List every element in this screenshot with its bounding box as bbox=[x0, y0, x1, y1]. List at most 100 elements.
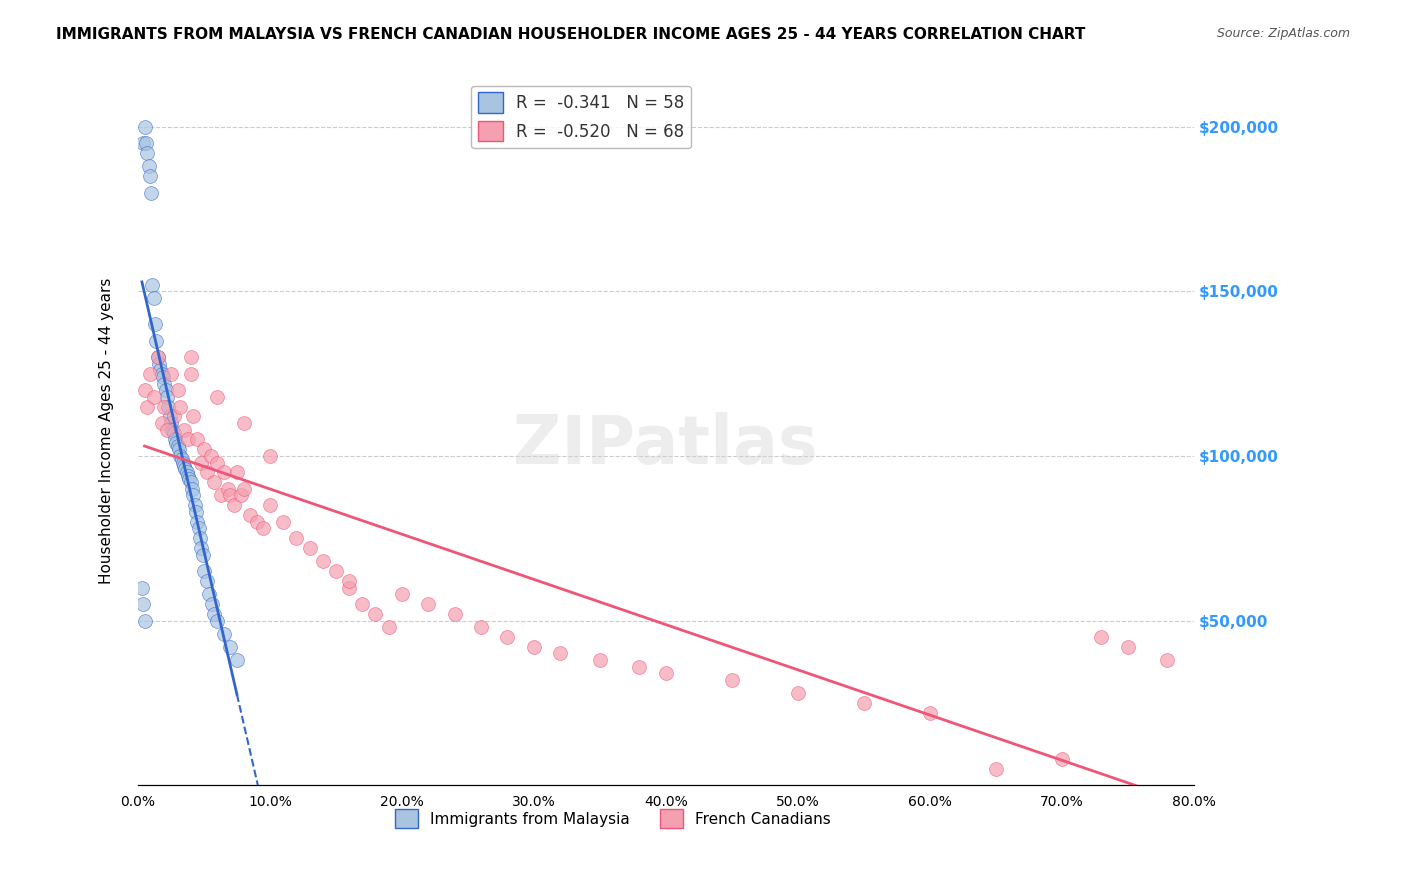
Point bbox=[205, 390, 228, 404]
Point bbox=[146, 350, 169, 364]
Point bbox=[184, 505, 207, 519]
Point bbox=[312, 554, 335, 568]
Point bbox=[259, 449, 281, 463]
Point bbox=[1156, 653, 1178, 667]
Point bbox=[141, 186, 163, 200]
Point bbox=[153, 376, 176, 391]
Point bbox=[209, 488, 232, 502]
Point bbox=[325, 564, 347, 578]
Point bbox=[167, 442, 190, 457]
Point bbox=[200, 449, 222, 463]
Point bbox=[852, 696, 875, 710]
Point bbox=[205, 614, 228, 628]
Point bbox=[143, 318, 166, 332]
Point bbox=[134, 120, 156, 134]
Point bbox=[195, 466, 218, 480]
Point bbox=[183, 488, 205, 502]
Point bbox=[131, 581, 153, 595]
Point bbox=[135, 136, 157, 151]
Point bbox=[337, 574, 360, 588]
Point bbox=[246, 515, 269, 529]
Point bbox=[139, 169, 162, 184]
Point bbox=[193, 442, 215, 457]
Point bbox=[628, 659, 651, 673]
Point bbox=[142, 390, 165, 404]
Point bbox=[186, 433, 208, 447]
Point bbox=[201, 597, 224, 611]
Point bbox=[173, 423, 195, 437]
Text: ZIPatlas: ZIPatlas bbox=[513, 412, 818, 478]
Point bbox=[496, 630, 519, 644]
Point bbox=[217, 482, 239, 496]
Point bbox=[259, 499, 281, 513]
Point bbox=[180, 475, 202, 490]
Point bbox=[173, 458, 195, 473]
Point bbox=[187, 521, 209, 535]
Point bbox=[655, 666, 678, 681]
Point bbox=[149, 363, 172, 377]
Point bbox=[152, 370, 174, 384]
Point bbox=[523, 640, 546, 654]
Point bbox=[141, 277, 163, 292]
Point bbox=[177, 433, 200, 447]
Point bbox=[136, 146, 159, 161]
Point bbox=[134, 614, 156, 628]
Point bbox=[271, 515, 294, 529]
Point bbox=[226, 653, 249, 667]
Point bbox=[162, 409, 184, 424]
Point bbox=[162, 425, 184, 440]
Point bbox=[156, 390, 179, 404]
Point bbox=[229, 488, 252, 502]
Point bbox=[252, 521, 274, 535]
Point bbox=[160, 367, 183, 381]
Point bbox=[132, 597, 155, 611]
Point bbox=[183, 499, 205, 513]
Point bbox=[720, 673, 742, 687]
Point bbox=[142, 291, 165, 305]
Point bbox=[181, 482, 204, 496]
Point bbox=[285, 531, 308, 545]
Point bbox=[232, 416, 254, 430]
Point bbox=[190, 541, 212, 555]
Point bbox=[166, 383, 188, 397]
Point bbox=[984, 762, 1007, 776]
Point bbox=[177, 468, 200, 483]
Point bbox=[166, 439, 188, 453]
Point bbox=[176, 466, 198, 480]
Point bbox=[186, 515, 208, 529]
Point bbox=[204, 475, 226, 490]
Point bbox=[1116, 640, 1139, 654]
Point bbox=[155, 383, 177, 397]
Point bbox=[589, 653, 612, 667]
Point bbox=[391, 587, 413, 601]
Point bbox=[132, 136, 155, 151]
Point bbox=[188, 531, 211, 545]
Text: Source: ZipAtlas.com: Source: ZipAtlas.com bbox=[1216, 27, 1350, 40]
Point bbox=[786, 686, 808, 700]
Point bbox=[163, 433, 186, 447]
Point bbox=[352, 597, 374, 611]
Point bbox=[165, 435, 187, 450]
Text: IMMIGRANTS FROM MALAYSIA VS FRENCH CANADIAN HOUSEHOLDER INCOME AGES 25 - 44 YEAR: IMMIGRANTS FROM MALAYSIA VS FRENCH CANAD… bbox=[56, 27, 1085, 42]
Point bbox=[136, 400, 159, 414]
Point bbox=[224, 499, 246, 513]
Point bbox=[172, 456, 194, 470]
Point bbox=[183, 409, 205, 424]
Point bbox=[219, 640, 242, 654]
Point bbox=[138, 159, 160, 173]
Point bbox=[190, 456, 212, 470]
Legend: Immigrants from Malaysia, French Canadians: Immigrants from Malaysia, French Canadia… bbox=[388, 803, 837, 834]
Point bbox=[174, 462, 197, 476]
Point bbox=[337, 581, 360, 595]
Point bbox=[180, 367, 202, 381]
Point bbox=[239, 508, 262, 523]
Point bbox=[193, 564, 215, 578]
Point bbox=[145, 334, 167, 348]
Point bbox=[918, 706, 941, 720]
Point bbox=[205, 456, 228, 470]
Point bbox=[157, 400, 180, 414]
Point bbox=[226, 466, 249, 480]
Point bbox=[153, 400, 176, 414]
Point bbox=[195, 574, 218, 588]
Point bbox=[139, 367, 162, 381]
